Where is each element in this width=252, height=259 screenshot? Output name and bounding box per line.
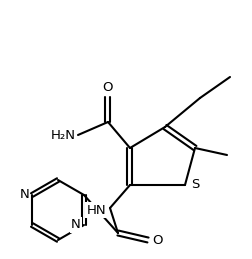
Text: N: N xyxy=(71,219,81,232)
Text: O: O xyxy=(102,81,113,94)
Text: HN: HN xyxy=(86,204,106,217)
Text: O: O xyxy=(151,234,162,247)
Text: H₂N: H₂N xyxy=(51,128,76,141)
Text: S: S xyxy=(190,178,198,191)
Text: N: N xyxy=(19,189,29,202)
